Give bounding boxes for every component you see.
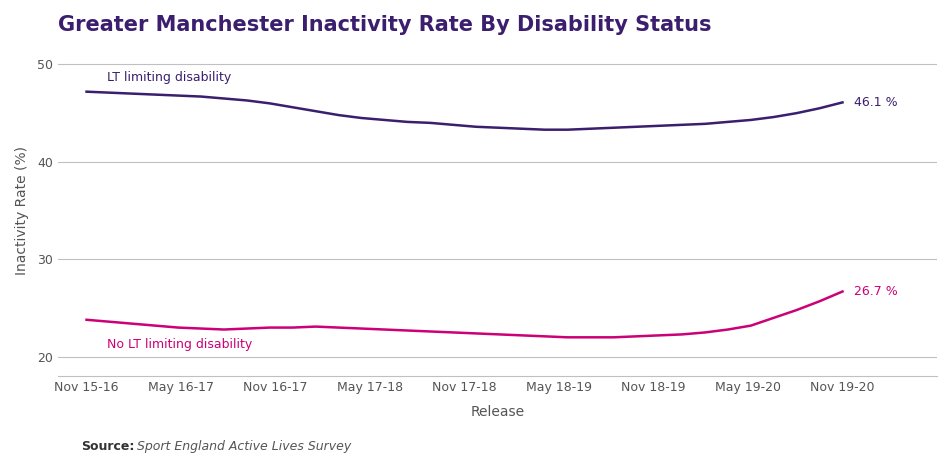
Text: Source:: Source:	[81, 440, 134, 453]
X-axis label: Release: Release	[470, 405, 525, 419]
Y-axis label: Inactivity Rate (%): Inactivity Rate (%)	[15, 146, 29, 275]
Text: Greater Manchester Inactivity Rate By Disability Status: Greater Manchester Inactivity Rate By Di…	[58, 15, 712, 35]
Text: LT limiting disability: LT limiting disability	[108, 71, 231, 84]
Text: Sport England Active Lives Survey: Sport England Active Lives Survey	[129, 440, 350, 453]
Text: 46.1 %: 46.1 %	[854, 96, 898, 109]
Text: 26.7 %: 26.7 %	[854, 285, 898, 298]
Text: No LT limiting disability: No LT limiting disability	[108, 338, 252, 351]
